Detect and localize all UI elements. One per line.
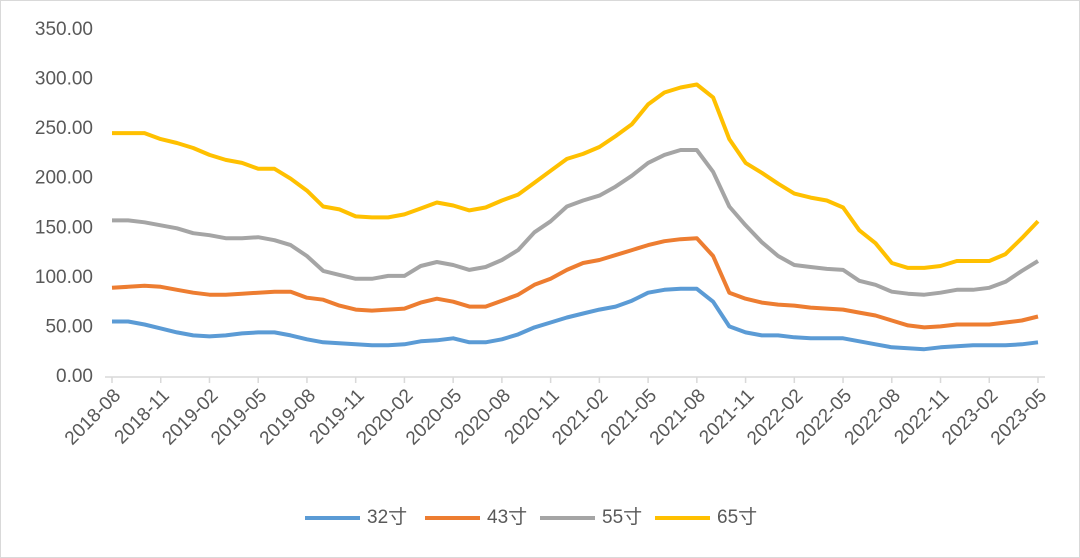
series-line [112, 148, 1040, 297]
series-line [112, 82, 1040, 270]
y-tick-label: 350.00 [35, 19, 93, 40]
legend-label: 32寸 [367, 506, 407, 528]
legend-label: 65寸 [717, 506, 757, 528]
y-tick-label: 300.00 [35, 69, 93, 90]
legend-label: 55寸 [602, 506, 642, 528]
y-tick-label: 150.00 [35, 217, 93, 238]
y-tick-label: 250.00 [35, 118, 93, 139]
series-line [112, 286, 1039, 352]
series-line [111, 236, 1039, 330]
y-tick-label: 200.00 [35, 168, 93, 189]
legend-label: 43寸 [487, 506, 527, 528]
y-tick-label: 100.00 [35, 267, 93, 288]
y-tick-label: 50.00 [45, 316, 93, 337]
y-tick-label: 0.00 [56, 366, 93, 387]
